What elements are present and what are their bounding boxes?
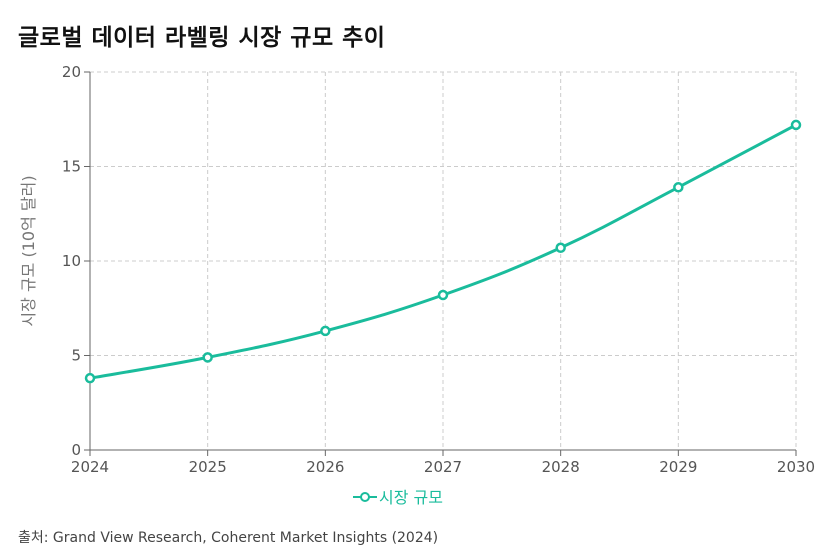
- y-tick-label: 5: [71, 347, 81, 365]
- x-tick-label: 2025: [189, 458, 227, 476]
- data-point: [673, 182, 684, 193]
- x-tick-label: 2030: [777, 458, 815, 476]
- y-tick-label: 15: [62, 158, 81, 176]
- data-point: [555, 242, 566, 254]
- source-note: 출처: Grand View Research, Coherent Market…: [18, 530, 439, 546]
- data-point: [202, 352, 213, 363]
- x-tick-label: 2027: [424, 458, 462, 476]
- x-tick-label: 2028: [542, 458, 580, 476]
- data-point: [790, 119, 802, 131]
- legend-marker: [360, 492, 370, 502]
- data-point: [320, 325, 331, 337]
- legend-label: 시장 규모: [379, 488, 443, 507]
- x-tick-label: 2024: [71, 458, 109, 476]
- y-tick-label: 10: [62, 252, 81, 270]
- x-tick-label: 2029: [659, 458, 697, 476]
- x-tick-label: 2026: [306, 458, 344, 476]
- data-point: [84, 372, 96, 384]
- data-point: [437, 289, 449, 301]
- y-tick-label: 20: [62, 63, 81, 81]
- y-tick-label: 0: [71, 441, 81, 459]
- chart-title: 글로벌 데이터 라벨링 시장 규모 추이: [18, 25, 386, 51]
- y-axis-label: 시장 규모 (10억 달러): [19, 175, 38, 326]
